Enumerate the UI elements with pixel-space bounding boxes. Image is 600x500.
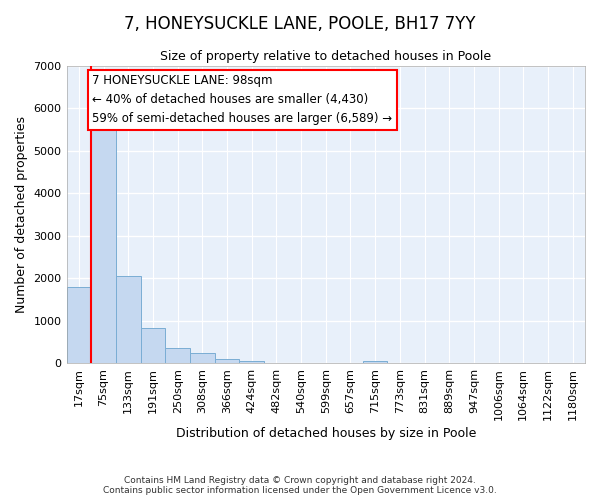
Bar: [239, 360, 264, 363]
Bar: [190, 353, 215, 363]
Bar: [215, 359, 239, 363]
Text: Contains HM Land Registry data © Crown copyright and database right 2024.
Contai: Contains HM Land Registry data © Crown c…: [103, 476, 497, 495]
Bar: [91, 118, 116, 363]
Title: Size of property relative to detached houses in Poole: Size of property relative to detached ho…: [160, 50, 491, 63]
Y-axis label: Number of detached properties: Number of detached properties: [15, 116, 28, 313]
Text: 7 HONEYSUCKLE LANE: 98sqm
← 40% of detached houses are smaller (4,430)
59% of se: 7 HONEYSUCKLE LANE: 98sqm ← 40% of detac…: [92, 74, 392, 126]
Bar: [140, 328, 165, 363]
Text: 7, HONEYSUCKLE LANE, POOLE, BH17 7YY: 7, HONEYSUCKLE LANE, POOLE, BH17 7YY: [124, 15, 476, 33]
Bar: [363, 360, 388, 363]
Bar: [67, 286, 91, 363]
Bar: [116, 276, 140, 363]
Bar: [165, 348, 190, 363]
X-axis label: Distribution of detached houses by size in Poole: Distribution of detached houses by size …: [176, 427, 476, 440]
